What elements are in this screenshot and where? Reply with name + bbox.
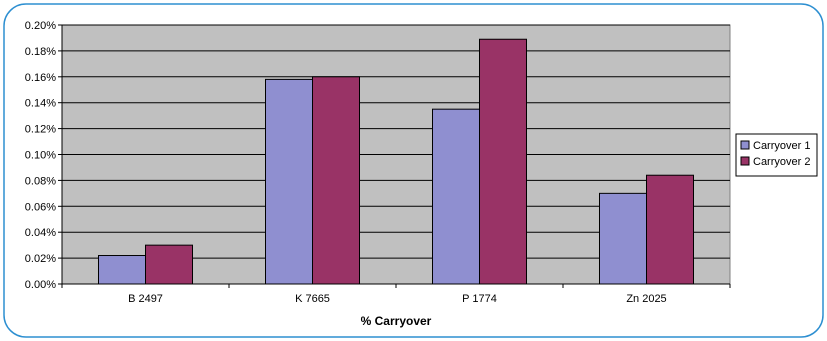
x-tick-label: B 2497 [128,293,163,305]
x-tick-label: Zn 2025 [626,293,666,305]
bar-2-2 [312,76,360,285]
y-tick-label: 0.14% [25,98,56,110]
bar-1-3 [432,108,480,285]
legend-swatch-2 [740,156,750,166]
bar-2-3 [479,38,527,285]
x-axis-ticks: B 2497 K 7665 P 1774 Zn 2025 [61,284,731,305]
chart-frame: 0.00% 0.02% 0.04% 0.06% 0.08% 0.10% 0.12% 0.14%… [3,3,824,338]
bars [98,38,694,285]
bar-1-1 [98,255,146,285]
bar-1-2 [265,78,313,285]
legend-label-1: Carryover 1 [753,140,810,152]
legend-swatch-1 [740,140,750,150]
y-tick-label: 0.10% [25,150,56,162]
y-tick-label: 0.00% [25,279,56,291]
y-tick-label: 0.06% [25,201,56,213]
bar-1-4 [599,192,647,285]
y-tick-label: 0.16% [25,72,56,84]
y-tick-label: 0.12% [25,124,56,136]
bar-2-4 [646,174,694,285]
x-tick-label: P 1774 [462,293,497,305]
y-tick-label: 0.18% [25,46,56,58]
x-axis-label: % Carryover [361,314,432,328]
y-tick-label: 0.04% [25,227,56,239]
legend-label-2: Carryover 2 [753,156,810,168]
x-tick-label: K 7665 [295,293,330,305]
y-tick-label: 0.20% [25,20,56,32]
y-tick-label: 0.08% [25,175,56,187]
y-tick-label: 0.02% [25,253,56,265]
bar-2-1 [145,244,193,285]
legend: Carryover 1 Carryover 2 [735,133,818,177]
